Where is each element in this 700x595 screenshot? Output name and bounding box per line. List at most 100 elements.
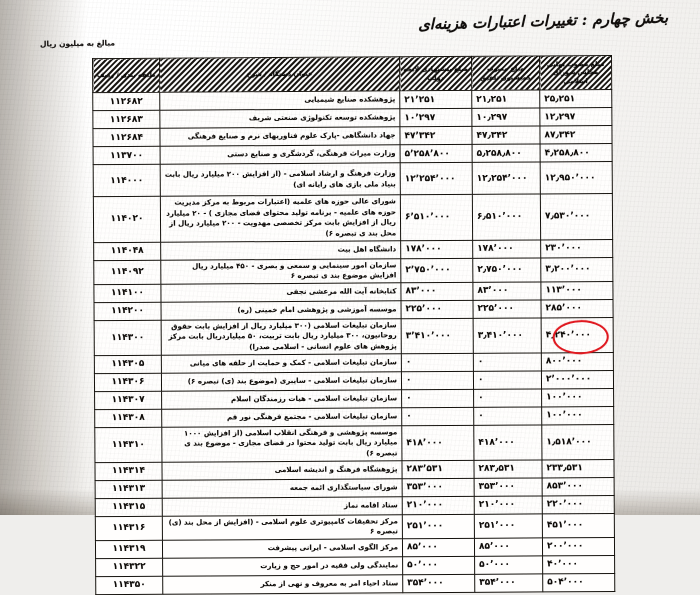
cell-commission-amount: ۰ bbox=[473, 388, 542, 408]
cell-commission-amount: ۴۷٫۳۴۲ bbox=[471, 125, 541, 145]
cell-title: نمایندگی ولی فقیه در امور حج و زیارت bbox=[162, 556, 403, 577]
cell-final-amount: ۵۰۴٬۰۰۰ bbox=[542, 573, 615, 592]
cell-final-amount: ۲۵٫۲۵۱ bbox=[539, 89, 612, 108]
table-row: ۴٫۲۴۰٬۰۰۰ ۳٫۴۱۰٬۰۰۰ ۳٬۴۱۰٬۰۰۰ سازمان تبلیغا… bbox=[94, 317, 614, 356]
cell-commission-amount: ۸۵٬۰۰۰ bbox=[474, 537, 543, 557]
cell-commission-amount: ۸۳٬۰۰۰ bbox=[472, 281, 541, 301]
cell-commission-amount: ۳۵۳٬۰۰۰ bbox=[474, 477, 543, 497]
cell-proposed-amount: ۲۸۳٬۵۳۱ bbox=[401, 460, 475, 479]
cell-proposed-amount: ۰ bbox=[401, 371, 474, 390]
col-header-proposed-amount: مبلغ پیشنهادی لایحه دولت bbox=[399, 56, 472, 91]
cell-proposed-amount: ۰ bbox=[401, 407, 474, 426]
cell-code: ۱۱۴۳۱۶ bbox=[95, 515, 163, 541]
cell-proposed-amount: ۴۷٬۳۴۲ bbox=[399, 126, 473, 145]
cell-title: سازمان تبلیغات اسلامی - مجتمع فرهنگی نور… bbox=[161, 407, 402, 428]
cell-proposed-amount: ۶٬۵۱۰٬۰۰۰ bbox=[400, 194, 473, 241]
cell-commission-amount: ۲۵۱٬۰۰۰ bbox=[474, 513, 543, 539]
cell-proposed-amount: ۳٬۴۱۰٬۰۰۰ bbox=[401, 318, 474, 354]
cell-title: مرکز الگوی اسلامی - ایرانی پیشرفت bbox=[162, 538, 403, 559]
cell-commission-amount: ۲٫۷۵۰٬۰۰۰ bbox=[472, 257, 541, 283]
cell-code: ۱۱۴۳۰۰ bbox=[94, 320, 162, 356]
budget-table: مبلغ مصوب نهایی مجلس شورای اسلامی مبلغ م… bbox=[92, 55, 616, 595]
cell-title: ستاد احیاء امر به معروف و نهی از منکر bbox=[162, 574, 403, 595]
cell-final-amount: ۳٫۲۰۰٬۰۰۰ bbox=[540, 257, 613, 282]
table-row: ۱٫۵۱۸٬۰۰۰ ۴۱۸٬۰۰۰ ۴۱۸٬۰۰۰ موسسه پژوهشی و فر… bbox=[94, 424, 614, 463]
cell-title: جهاد دانشگاهی -پارک علوم فناوریهای نرم و… bbox=[159, 126, 401, 147]
cell-commission-amount: ۱۰٫۲۹۷ bbox=[471, 107, 540, 127]
cell-proposed-amount: ۲۱٬۲۵۱ bbox=[399, 90, 472, 109]
cell-proposed-amount: ۴۱۸٬۰۰۰ bbox=[401, 425, 474, 461]
cell-proposed-amount: ۱۲٬۲۵۴٬۰۰۰ bbox=[400, 162, 473, 195]
col-header-final-amount: مبلغ مصوب نهایی مجلس شورای اسلامی bbox=[539, 55, 612, 90]
cell-final-amount: ۷٫۵۳۰٬۰۰۰ bbox=[540, 193, 613, 240]
cell-title: سازمان تبلیغات اسلامی - کمک و حمایت از ح… bbox=[161, 353, 402, 374]
cell-title: شورای سیاستگذاری ائمه جمعه bbox=[162, 478, 403, 498]
units-note: مبالغ به میلیون ریال bbox=[39, 38, 116, 49]
cell-proposed-amount: ۳۵۴٬۰۰۰ bbox=[402, 574, 475, 593]
col-header-commission-amount: مبلغ مصوب کمیسیون تلفیق bbox=[471, 55, 540, 91]
cell-code: ۱۱۴۰۹۲ bbox=[93, 259, 161, 285]
cell-code: ۱۱۴۳۱۴ bbox=[94, 461, 163, 481]
cell-title: سازمان تبلیغات اسلامی - هیات رزمندگان اس… bbox=[161, 389, 402, 410]
cell-proposed-amount: ۲۲۵٬۰۰۰ bbox=[400, 300, 474, 319]
cell-proposed-amount: ۰ bbox=[401, 353, 474, 372]
cell-final-amount: ۸۷٫۳۴۲ bbox=[539, 125, 613, 144]
budget-table-wrapper: مبلغ مصوب نهایی مجلس شورای اسلامی مبلغ م… bbox=[92, 55, 616, 595]
col-header-code: طبقه بندی / ردیف bbox=[92, 58, 160, 93]
cell-proposed-amount: ۱۰٬۲۹۷ bbox=[399, 108, 472, 127]
cell-code: ۱۱۴۳۵۰ bbox=[95, 576, 163, 595]
cell-commission-amount: ۵۰٬۰۰۰ bbox=[474, 555, 543, 575]
cell-proposed-amount: ۸۵٬۰۰۰ bbox=[402, 538, 475, 557]
cell-title: سازمان تبلیغات اسلامی (۳۰۰ میلیارد ریال … bbox=[161, 318, 402, 356]
cell-final-amount: ۲۳۳٫۵۳۱ bbox=[541, 459, 615, 478]
cell-code: ۱۱۴۰۲۰ bbox=[93, 196, 161, 243]
cell-title: شورای عالی حوزه های علمیه (اعتبارات مربو… bbox=[160, 194, 401, 242]
table-header-row: مبلغ مصوب نهایی مجلس شورای اسلامی مبلغ م… bbox=[92, 55, 612, 93]
cell-code: ۱۱۲۶۸۳ bbox=[92, 110, 160, 129]
cell-final-amount: ۴۰٬۰۰۰ bbox=[542, 555, 615, 574]
cell-final-amount: ۱۰۰٬۰۰۰ bbox=[541, 388, 614, 407]
cell-code: ۱۱۴۳۰۵ bbox=[94, 355, 162, 374]
cell-final-amount: ۱۱۳٬۰۰۰ bbox=[540, 281, 613, 300]
cell-title: وزارت فرهنگ و ارشاد اسلامی - (از افزایش … bbox=[160, 162, 401, 197]
cell-final-amount: ۸۵۳٬۰۰۰ bbox=[542, 477, 615, 496]
cell-proposed-amount: ۲٬۷۵۰٬۰۰۰ bbox=[400, 257, 473, 283]
cell-code: ۱۱۴۳۱۰ bbox=[94, 427, 162, 463]
cell-code: ۱۱۴۰۰۰ bbox=[93, 164, 161, 197]
cell-proposed-amount: ۰ bbox=[401, 389, 474, 408]
cell-final-amount: ۴۵۱٬۰۰۰ bbox=[542, 513, 615, 538]
cell-code: ۱۱۴۳۰۸ bbox=[94, 409, 162, 428]
cell-code: ۱۱۴۰۴۸ bbox=[93, 241, 161, 261]
cell-proposed-amount: ۲۱۰٬۰۰۰ bbox=[402, 496, 475, 515]
cell-commission-amount: ۲۸۳٫۵۳۱ bbox=[473, 459, 543, 479]
table-row: ۱۲٫۹۵۰٬۰۰۰ ۱۲٫۲۵۴٬۰۰۰ ۱۲٬۲۵۴٬۰۰۰ وزارت فرهن… bbox=[93, 161, 613, 197]
cell-final-amount: ۲۸۵٬۰۰۰ bbox=[540, 299, 614, 318]
cell-title: پژوهشکده صنایع شیمیایی bbox=[159, 90, 400, 111]
table-row: ۴۵۱٬۰۰۰ ۲۵۱٬۰۰۰ ۲۵۱٬۰۰۰ مرکز تحقیقات کامپیو… bbox=[95, 513, 615, 541]
cell-proposed-amount: ۸۳٬۰۰۰ bbox=[400, 282, 473, 301]
cell-commission-amount: ۰ bbox=[473, 370, 542, 390]
cell-final-amount: ۱۰۰٬۰۰۰ bbox=[541, 406, 614, 425]
cell-title: موسسه پژوهشی و فرهنگی انقلاب اسلامی (از … bbox=[161, 425, 402, 462]
cell-code: ۱۱۴۱۰۰ bbox=[93, 284, 162, 303]
cell-code: ۱۱۴۳۱۵ bbox=[95, 497, 163, 517]
cell-code: ۱۱۴۲۰۰ bbox=[94, 302, 162, 321]
cell-code: ۱۱۴۳۰۷ bbox=[94, 391, 162, 410]
cell-proposed-amount: ۲۵۱٬۰۰۰ bbox=[402, 514, 475, 539]
cell-final-amount: ۸۰۰٬۰۰۰ bbox=[541, 352, 614, 371]
cell-code: ۱۱۴۳۲۲ bbox=[95, 558, 163, 577]
cell-title: کتابخانه آیت الله مرعشی نجفی bbox=[160, 282, 401, 303]
cell-commission-amount: ۵٫۲۵۸٫۸۰۰ bbox=[472, 143, 541, 163]
cell-title: سازمان تبلیغات اسلامی - سایبری (موضوع بن… bbox=[161, 371, 402, 392]
cell-final-amount: ۲۳۰٬۰۰۰ bbox=[540, 239, 613, 258]
cell-proposed-amount: ۱۷۸٬۰۰۰ bbox=[400, 239, 473, 259]
table-row: ۳٫۲۰۰٬۰۰۰ ۲٫۷۵۰٬۰۰۰ ۲٬۷۵۰٬۰۰۰ سازمان امور س… bbox=[93, 257, 613, 285]
scan-edge-shadow-left bbox=[0, 0, 88, 515]
cell-commission-amount: ۲۱۰٬۰۰۰ bbox=[474, 495, 543, 515]
handwritten-section-heading: بخش چهارم : تغییرات اعتبارات هزینه‌ای bbox=[417, 8, 669, 34]
cell-proposed-amount: ۵۰٬۰۰۰ bbox=[402, 556, 475, 575]
cell-title: موسسه آموزشی و پژوهشی امام خمینی (ره) bbox=[161, 300, 402, 321]
cell-commission-amount: ۲۱٫۲۵۱ bbox=[471, 89, 540, 109]
cell-final-amount: ۱۲٫۹۵۰٬۰۰۰ bbox=[540, 161, 613, 194]
